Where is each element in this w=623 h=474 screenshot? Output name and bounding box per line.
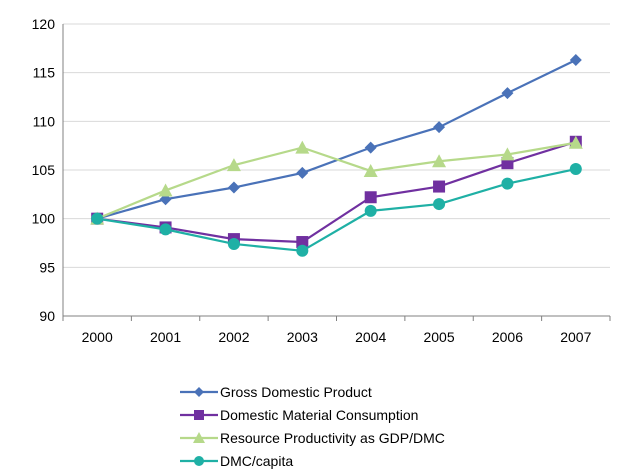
series-line-1 xyxy=(97,140,577,244)
legend-item-2: Resource Productivity as GDP/DMC xyxy=(180,430,445,446)
data-point-s2-2006 xyxy=(500,147,515,161)
y-tick-label-115: 115 xyxy=(33,65,56,81)
legend-label-2: Resource Productivity as GDP/DMC xyxy=(220,430,445,446)
data-point-s2-2005 xyxy=(432,154,447,168)
legend: Gross Domestic Product Domestic Material … xyxy=(180,384,445,469)
legend-marker-0 xyxy=(194,387,204,397)
data-point-s2-2003 xyxy=(295,140,310,154)
data-point-s3-2000 xyxy=(91,212,104,225)
x-axis-tick-labels: 2000 2001 2002 2003 2004 2005 2006 2007 xyxy=(82,329,592,345)
y-axis-tick-labels: 90 95 100 105 110 115 120 xyxy=(32,16,56,324)
data-point-s0-2003 xyxy=(296,166,309,179)
x-tick-label-2003: 2003 xyxy=(287,329,318,345)
data-point-s1-2005 xyxy=(433,180,446,193)
data-point-s3-2001 xyxy=(159,223,172,236)
data-point-s3-2007 xyxy=(569,163,582,176)
data-point-s0-2005 xyxy=(433,121,446,134)
legend-marker-1 xyxy=(194,410,204,420)
legend-item-0: Gross Domestic Product xyxy=(180,384,372,400)
data-point-s0-2006 xyxy=(501,87,514,100)
axes xyxy=(62,24,611,321)
gridlines xyxy=(63,23,610,317)
legend-item-1: Domestic Material Consumption xyxy=(180,407,418,423)
legend-item-3: DMC/capita xyxy=(180,453,293,469)
y-tick-label-100: 100 xyxy=(32,211,56,227)
legend-label-1: Domestic Material Consumption xyxy=(220,407,418,423)
series-line-2 xyxy=(96,141,576,220)
legend-label-0: Gross Domestic Product xyxy=(220,384,372,400)
data-point-s1-2003 xyxy=(296,236,309,249)
x-tick-label-2004: 2004 xyxy=(355,329,386,345)
data-point-s3-2005 xyxy=(433,198,446,211)
y-tick-label-120: 120 xyxy=(32,16,56,32)
data-point-s0-2007 xyxy=(569,54,582,67)
data-point-s0-2002 xyxy=(227,181,240,194)
data-point-s3-2002 xyxy=(227,237,240,250)
x-tick-label-2005: 2005 xyxy=(423,329,454,345)
series-line-3 xyxy=(97,167,577,252)
y-tick-label-105: 105 xyxy=(32,162,56,178)
y-tick-label-95: 95 xyxy=(39,259,55,275)
series-3 xyxy=(91,163,582,257)
data-point-s1-2004 xyxy=(364,191,377,204)
x-tick-label-2007: 2007 xyxy=(560,329,591,345)
data-point-s2-2001 xyxy=(158,183,173,197)
x-tick-label-2002: 2002 xyxy=(218,329,249,345)
data-point-s3-2006 xyxy=(501,177,514,190)
x-tick-label-2000: 2000 xyxy=(82,329,113,345)
legend-marker-2 xyxy=(193,432,205,443)
series-group xyxy=(90,54,583,257)
legend-marker-3 xyxy=(194,456,204,466)
y-tick-label-90: 90 xyxy=(39,308,55,324)
legend-label-3: DMC/capita xyxy=(220,453,293,469)
x-tick-label-2006: 2006 xyxy=(492,329,523,345)
data-point-s2-2002 xyxy=(226,158,241,172)
series-0 xyxy=(91,54,582,225)
data-point-s3-2003 xyxy=(296,244,309,257)
data-point-s3-2004 xyxy=(364,204,377,217)
data-point-s2-2007 xyxy=(568,135,583,149)
x-tick-label-2001: 2001 xyxy=(150,329,181,345)
y-tick-label-110: 110 xyxy=(33,113,56,129)
data-point-s2-2004 xyxy=(363,163,378,177)
data-point-s0-2004 xyxy=(364,141,377,154)
